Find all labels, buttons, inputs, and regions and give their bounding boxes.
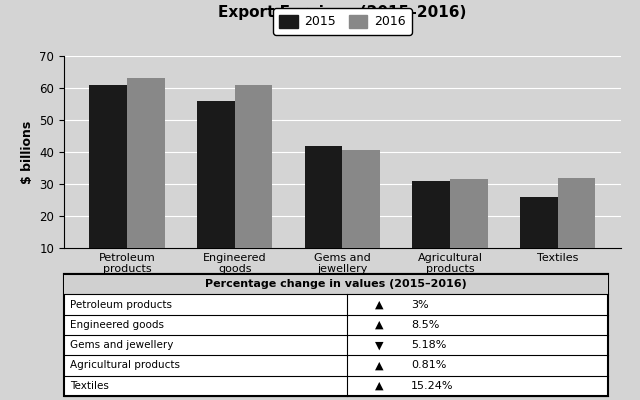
Text: ▲: ▲ — [374, 360, 383, 370]
X-axis label: Product Category: Product Category — [276, 280, 408, 293]
Bar — [305, 146, 342, 280]
Legend: 2015, 2016: 2015, 2016 — [273, 8, 412, 35]
Bar — [450, 179, 488, 280]
Bar — [558, 178, 595, 280]
Text: Gems and jewellery: Gems and jewellery — [70, 340, 174, 350]
Bar — [412, 181, 450, 280]
Text: Petroleum products: Petroleum products — [70, 300, 172, 310]
Text: Engineered goods: Engineered goods — [70, 320, 164, 330]
Bar — [342, 150, 380, 280]
Text: 0.81%: 0.81% — [411, 360, 446, 370]
Bar — [127, 78, 164, 280]
Text: ▲: ▲ — [374, 381, 383, 391]
Y-axis label: $ billions: $ billions — [21, 120, 34, 184]
Text: ▲: ▲ — [374, 320, 383, 330]
Text: ▲: ▲ — [374, 300, 383, 310]
Text: 3%: 3% — [411, 300, 429, 310]
Text: 5.18%: 5.18% — [411, 340, 446, 350]
Text: 15.24%: 15.24% — [411, 381, 453, 391]
Text: Textiles: Textiles — [70, 381, 109, 391]
Title: Export Earnings (2015–2016): Export Earnings (2015–2016) — [218, 5, 467, 20]
Text: Agricultural products: Agricultural products — [70, 360, 180, 370]
Text: 8.5%: 8.5% — [411, 320, 439, 330]
Bar — [235, 85, 273, 280]
Text: ▼: ▼ — [374, 340, 383, 350]
Text: Percentage change in values (2015–2016): Percentage change in values (2015–2016) — [205, 279, 467, 289]
Bar — [90, 85, 127, 280]
Bar — [520, 197, 558, 280]
Bar — [197, 101, 235, 280]
